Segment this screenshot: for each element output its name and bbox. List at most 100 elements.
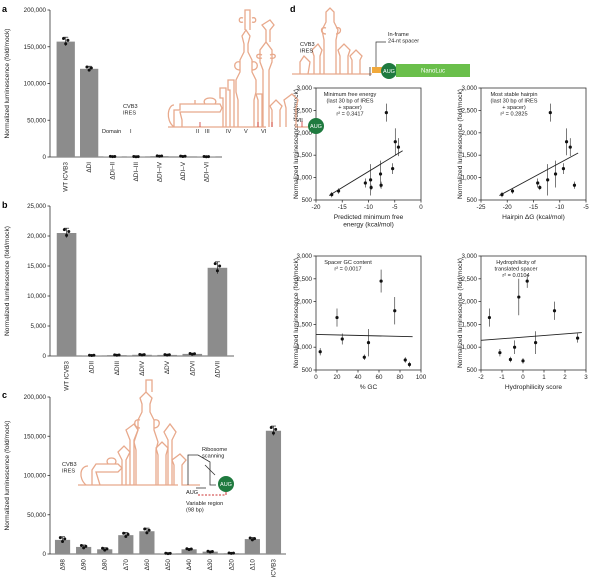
replicate-point bbox=[67, 230, 71, 234]
replicate-point bbox=[248, 536, 252, 540]
data-point bbox=[552, 309, 557, 313]
chart-panel-d-gc: 0 20 40 60 80 100 500 1,000 1,500 2,000 2,500 3,000… bbox=[293, 253, 427, 391]
replicate-point bbox=[58, 536, 62, 540]
domain-label-6: VI bbox=[261, 129, 267, 135]
aug-start-codon-icon bbox=[218, 476, 234, 492]
y-tick-label: 500 bbox=[467, 197, 478, 204]
replicate-point bbox=[145, 531, 149, 535]
domain-label-3: III bbox=[205, 129, 210, 135]
y-tick-label: 3,000 bbox=[462, 253, 478, 260]
category-label: Δ40 bbox=[186, 559, 193, 571]
replicate-point bbox=[189, 547, 193, 551]
data-point bbox=[498, 351, 502, 355]
annotation: Hydrophilicity of translated spacer r² = 0… bbox=[495, 260, 538, 279]
y-axis-label: Normalized luminescence (fold/mock) bbox=[293, 258, 300, 368]
y-tick-label: 100,000 bbox=[24, 473, 47, 480]
category-label: ΔDII bbox=[89, 361, 96, 374]
x-axis-label: Hairpin ΔG (kcal/mol) bbox=[502, 214, 565, 221]
replicate-point bbox=[124, 535, 128, 539]
x-tick-label: 3 bbox=[584, 374, 588, 381]
construct-diagram-d: AUG NanoLuc CVB3 IRES In-frame 24-nt space… bbox=[292, 7, 470, 79]
replicate-point bbox=[250, 538, 254, 542]
y-tick-label: 20,000 bbox=[27, 233, 46, 240]
replicate-point bbox=[89, 66, 93, 70]
data-point bbox=[572, 183, 577, 187]
y-tick-label: 150,000 bbox=[24, 44, 47, 51]
bar bbox=[76, 546, 92, 554]
data-point bbox=[525, 279, 529, 283]
x-tick-label: -25 bbox=[477, 204, 487, 211]
replicate-point bbox=[88, 353, 92, 357]
data-point bbox=[487, 315, 491, 320]
y-axis-label: Normalized luminescence (fold/mock) bbox=[4, 421, 11, 531]
annotation: Spacer GC content r² = 0.0017 bbox=[324, 260, 372, 272]
replicate-point bbox=[142, 353, 146, 357]
data-point bbox=[564, 140, 569, 144]
x-tick-label: -15 bbox=[338, 204, 348, 211]
data-point bbox=[393, 140, 397, 144]
bar bbox=[56, 233, 77, 356]
chart-panel-d-hydrophilicity: -2 -1 0 1 2 3 500 1,000 1,500 2,000 2,500 3,000 Hydr… bbox=[457, 253, 588, 391]
data-point bbox=[536, 181, 540, 185]
data-point bbox=[379, 279, 383, 283]
bar bbox=[139, 531, 155, 554]
y-tick-label: 2,000 bbox=[297, 299, 313, 306]
replicate-point bbox=[105, 547, 109, 551]
y-tick-label: 200,000 bbox=[24, 7, 47, 14]
bar bbox=[244, 539, 260, 554]
replicate-point bbox=[87, 68, 91, 72]
data-point bbox=[378, 172, 383, 176]
category-label: ΔDI–V bbox=[180, 161, 187, 180]
replicate-point bbox=[117, 353, 121, 357]
data-point bbox=[391, 167, 395, 171]
replicate-point bbox=[61, 539, 65, 543]
y-tick-label: 10,000 bbox=[27, 293, 46, 300]
y-tick-label: 0 bbox=[43, 551, 47, 558]
aug-start-codon-icon bbox=[381, 63, 397, 79]
nanoluc-reporter-block bbox=[396, 64, 470, 77]
x-tick-label: 1 bbox=[542, 374, 546, 381]
y-axis-label: Normalized luminescence (fold/mock) bbox=[4, 29, 11, 139]
data-point bbox=[513, 345, 517, 349]
y-axis-label: Normalized luminescence (fold/mock) bbox=[457, 258, 464, 368]
data-point bbox=[340, 337, 344, 341]
data-point bbox=[362, 355, 366, 359]
category-label: WT iCVB3 bbox=[64, 361, 71, 391]
replicate-point bbox=[64, 42, 68, 46]
ires-label-d: CVB3 IRES bbox=[300, 42, 315, 54]
y-tick-label: 200,000 bbox=[24, 394, 47, 401]
x-axis-label: Predicted minimum free energy (kcal/mol) bbox=[334, 214, 404, 229]
replicate-point bbox=[181, 154, 185, 158]
category-label: ΔDI bbox=[86, 162, 93, 173]
y-tick-label: 1,000 bbox=[462, 175, 478, 182]
x-tick-label: 0 bbox=[419, 204, 423, 211]
x-tick-label: 0 bbox=[521, 374, 525, 381]
y-tick-label: 1,500 bbox=[297, 321, 313, 328]
replicate-point bbox=[84, 544, 88, 548]
category-label: ΔDI–VI bbox=[203, 162, 210, 182]
category-label: ΔDIV bbox=[139, 360, 146, 376]
x-tick-label: -20 bbox=[503, 204, 513, 211]
domain-label-4: IV bbox=[226, 129, 232, 135]
x-tick-label: 80 bbox=[397, 374, 404, 381]
x-tick-label: 60 bbox=[376, 374, 383, 381]
plot-frame bbox=[315, 255, 422, 371]
ribosome-scanning-label: Ribosome scanning bbox=[202, 447, 227, 459]
y-tick-label: 1,500 bbox=[462, 152, 478, 159]
data-point bbox=[330, 193, 334, 197]
replicate-point bbox=[202, 155, 206, 159]
y-tick-label: 3,000 bbox=[297, 253, 313, 260]
replicate-point bbox=[147, 528, 151, 532]
category-label: ΔDVI bbox=[189, 361, 196, 376]
x-tick-label: 0 bbox=[314, 374, 318, 381]
replicate-point bbox=[103, 548, 107, 552]
category-label: Δ60 bbox=[144, 559, 151, 571]
replicate-point bbox=[143, 527, 147, 531]
x-tick-label: -2 bbox=[478, 374, 484, 381]
panel-letter-d: d bbox=[290, 4, 296, 14]
replicate-point bbox=[269, 425, 273, 429]
regression-line bbox=[499, 152, 579, 196]
ires-diagram-c: AUG CVB3 IRES AUG Ribosome scanning Variab… bbox=[62, 379, 234, 513]
replicate-point bbox=[85, 65, 89, 69]
